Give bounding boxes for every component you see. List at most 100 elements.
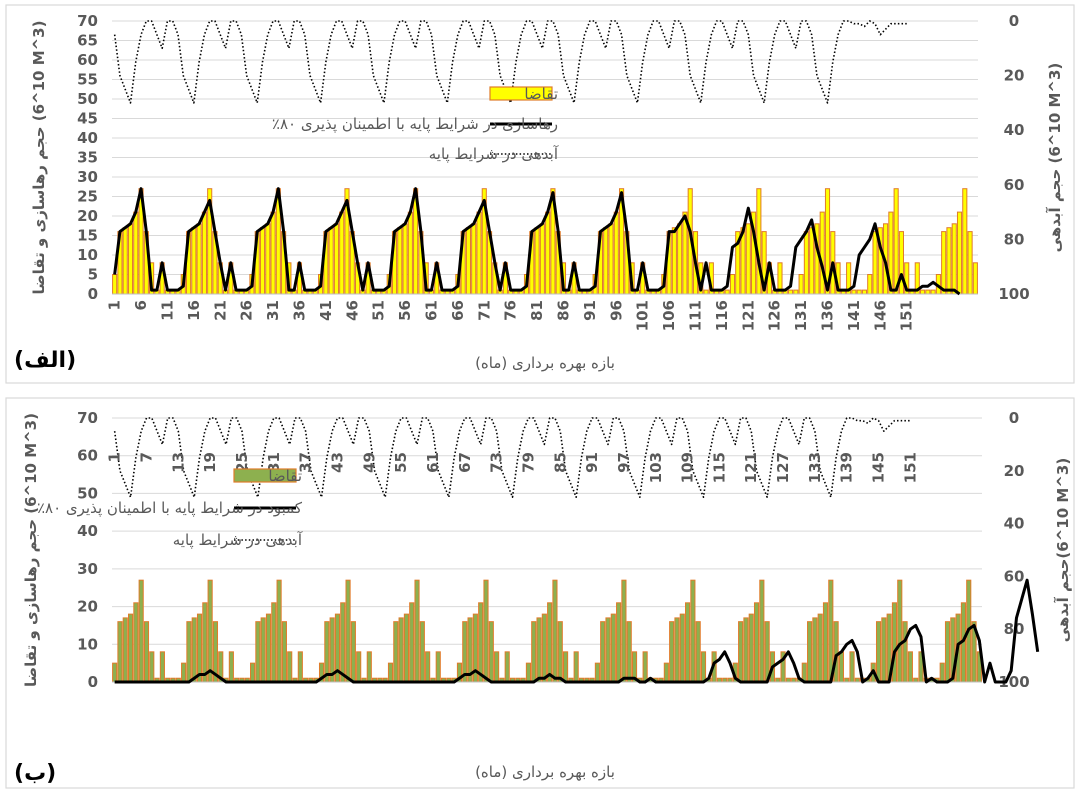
bar — [891, 602, 898, 683]
x-tick-label: 73 — [488, 452, 506, 473]
bar — [785, 677, 791, 683]
x-tick-label: 111 — [686, 300, 704, 331]
y-tick-label-left: 40 — [77, 129, 98, 147]
bar — [764, 621, 770, 683]
bar — [738, 621, 744, 683]
bar — [925, 289, 931, 295]
x-tick-label: 55 — [392, 452, 410, 473]
bar — [603, 227, 609, 295]
legend-entry: تقاضا — [524, 85, 558, 103]
bar — [787, 289, 794, 295]
bar — [250, 662, 256, 683]
panel-frame-a — [5, 4, 1075, 384]
x-tick-label: 46 — [343, 300, 361, 321]
x-tick-label: 106 — [660, 300, 678, 331]
bar — [409, 602, 415, 683]
bar — [270, 211, 276, 295]
y-tick-label-left: 70 — [77, 409, 98, 427]
bar — [255, 621, 261, 683]
legend-entry: رهاسازی در شرایط پایه با اطمینان پذیری ۸… — [272, 115, 558, 134]
bar — [621, 579, 627, 683]
x-tick-label: 61 — [424, 452, 442, 473]
y-tick-label-left: 40 — [77, 522, 98, 540]
y-tick-label-left: 60 — [77, 447, 98, 465]
bar — [791, 677, 797, 683]
bar — [610, 613, 616, 683]
x-tick-label: 127 — [774, 452, 792, 483]
x-tick-label: 76 — [502, 300, 520, 321]
bar — [907, 651, 913, 683]
bar — [727, 677, 733, 683]
y-tick-label-left: 50 — [77, 484, 98, 502]
bar — [534, 227, 540, 295]
bar — [807, 621, 813, 683]
y-tick-label-right: 60 — [1004, 176, 1025, 194]
bar — [729, 274, 736, 295]
bar — [127, 613, 134, 683]
bar — [930, 289, 936, 295]
bar — [793, 289, 799, 295]
bar — [202, 602, 208, 683]
bar — [856, 289, 862, 295]
bar — [112, 274, 118, 295]
bar — [398, 617, 404, 683]
bar — [143, 621, 150, 683]
bar — [476, 211, 482, 295]
y-axis-title-left: حجم رهاسازی و تقاضا (10^6 M^3) — [30, 21, 48, 295]
bar — [207, 579, 213, 683]
bar — [690, 579, 696, 683]
bar — [260, 617, 266, 683]
bar — [967, 231, 973, 295]
bar — [748, 613, 754, 683]
x-tick-label: 109 — [679, 452, 697, 483]
bar — [642, 651, 648, 683]
bar — [465, 227, 471, 295]
x-tick-label: 41 — [317, 300, 335, 321]
bar — [265, 223, 271, 295]
bar — [403, 613, 409, 683]
bar — [435, 651, 441, 683]
bar — [483, 579, 489, 683]
bar — [324, 621, 330, 683]
bar — [898, 231, 904, 295]
legend: تقاضا رهاسازی در شرایط پایه با اطمینان پذ… — [272, 85, 559, 164]
bar — [393, 621, 399, 683]
y-tick-label-right: 0 — [1009, 12, 1019, 30]
x-tick-label: 31 — [265, 452, 283, 473]
y-axis-title-right: حجم آبدهی(10^6 M^3) — [1054, 458, 1072, 642]
y-tick-label-left: 20 — [77, 207, 98, 225]
bar — [112, 662, 118, 683]
panel-label: (ب) — [14, 761, 56, 786]
bar — [669, 621, 675, 683]
y-tick-label-right: 20 — [1004, 67, 1025, 85]
bar — [287, 651, 293, 683]
bar — [600, 621, 606, 683]
bar — [946, 227, 952, 295]
bar — [962, 188, 968, 295]
bar — [297, 651, 303, 683]
x-tick-label: 81 — [528, 300, 546, 321]
bar — [745, 223, 751, 295]
x-tick-label: 121 — [742, 452, 760, 483]
bar — [127, 223, 134, 295]
bar — [626, 621, 632, 683]
x-tick-label: 86 — [554, 300, 572, 321]
bar — [201, 211, 207, 295]
bar — [191, 617, 197, 683]
bar — [350, 621, 356, 683]
x-tick-label: 139 — [838, 452, 856, 483]
x-tick-label: 136 — [819, 300, 837, 331]
bar — [488, 621, 494, 683]
x-tick-label: 101 — [634, 300, 652, 331]
bar — [951, 223, 957, 295]
y-tick-label-left: 70 — [77, 12, 98, 30]
bar — [557, 621, 563, 683]
bar — [605, 617, 611, 683]
x-tick-label: 97 — [615, 452, 633, 473]
bar — [117, 621, 123, 683]
release-line — [114, 578, 1040, 684]
bar — [149, 651, 155, 683]
y-axis-title-right: حجم آبدهی (10^6 M^3) — [1046, 63, 1064, 253]
x-tick-label: 145 — [870, 452, 888, 483]
